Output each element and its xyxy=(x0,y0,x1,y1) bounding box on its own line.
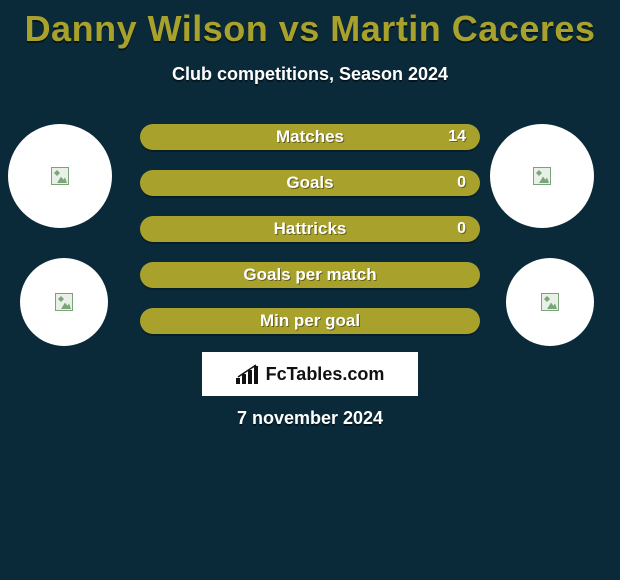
stat-row-goals-per-match: Goals per match xyxy=(140,262,480,288)
avatar-right-bottom xyxy=(506,258,594,346)
avatar-left-top xyxy=(8,124,112,228)
stat-row-min-per-goal: Min per goal xyxy=(140,308,480,334)
stat-label: Hattricks xyxy=(140,216,480,242)
chart-icon xyxy=(236,364,260,384)
stat-label: Min per goal xyxy=(140,308,480,334)
stat-label: Matches xyxy=(140,124,480,150)
avatar-right-top xyxy=(490,124,594,228)
logo-text: FcTables.com xyxy=(266,364,385,385)
broken-image-icon xyxy=(541,293,559,311)
stat-row-matches: Matches 14 xyxy=(140,124,480,150)
stats-panel: Matches 14 Goals 0 Hattricks 0 Goals per… xyxy=(140,124,480,354)
page-title: Danny Wilson vs Martin Caceres xyxy=(0,0,620,50)
stat-row-hattricks: Hattricks 0 xyxy=(140,216,480,242)
footer-date: 7 november 2024 xyxy=(0,408,620,429)
broken-image-icon xyxy=(533,167,551,185)
stat-value-right: 14 xyxy=(448,124,466,150)
stat-value-right: 0 xyxy=(457,216,466,242)
subtitle: Club competitions, Season 2024 xyxy=(0,64,620,85)
stat-label: Goals per match xyxy=(140,262,480,288)
stat-label: Goals xyxy=(140,170,480,196)
stat-value-right: 0 xyxy=(457,170,466,196)
site-logo: FcTables.com xyxy=(202,352,418,396)
broken-image-icon xyxy=(51,167,69,185)
stat-row-goals: Goals 0 xyxy=(140,170,480,196)
broken-image-icon xyxy=(55,293,73,311)
avatar-left-bottom xyxy=(20,258,108,346)
